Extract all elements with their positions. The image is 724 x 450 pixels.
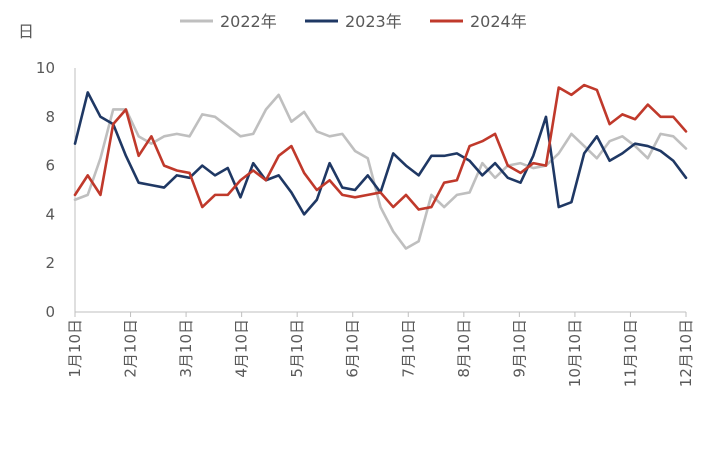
- legend-label: 2024年: [470, 12, 527, 31]
- y-tick-label: 2: [45, 254, 55, 272]
- y-tick-label: 0: [45, 303, 55, 321]
- legend-label: 2023年: [345, 12, 402, 31]
- x-tick-label: 2月10日: [122, 319, 140, 378]
- legend: 2022年 2023年 2024年: [180, 12, 527, 31]
- y-axis-label: 日: [18, 22, 34, 41]
- x-tick-label: 5月10日: [288, 319, 306, 378]
- y-tick-label: 8: [45, 108, 55, 126]
- x-tick-label: 4月10日: [233, 319, 251, 378]
- y-axis-ticks: 0 2 4 6 8 10: [36, 59, 55, 321]
- legend-label: 2022年: [220, 12, 277, 31]
- x-tick-label: 12月10日: [677, 319, 695, 387]
- x-tick-label: 7月10日: [399, 319, 417, 378]
- x-axis-ticks: 1月10日 2月10日 3月10日 4月10日 5月10日 6月10日 7月10日 8月10日…: [66, 312, 695, 387]
- series-lines: [73, 83, 688, 250]
- x-tick-label: 9月10日: [510, 319, 528, 378]
- x-tick-label: 10月10日: [566, 319, 584, 387]
- y-tick-label: 10: [36, 59, 55, 77]
- axes: [74, 68, 686, 313]
- series-line-2: [73, 83, 688, 211]
- series-line-0: [73, 93, 688, 250]
- x-tick-label: 6月10日: [344, 319, 362, 378]
- series-line-1: [73, 91, 688, 216]
- x-tick-label: 1月10日: [66, 319, 84, 378]
- y-tick-label: 4: [45, 205, 55, 223]
- x-tick-label: 8月10日: [455, 319, 473, 378]
- x-tick-label: 11月10日: [621, 319, 639, 387]
- y-tick-label: 6: [45, 157, 55, 175]
- x-tick-label: 3月10日: [177, 319, 195, 378]
